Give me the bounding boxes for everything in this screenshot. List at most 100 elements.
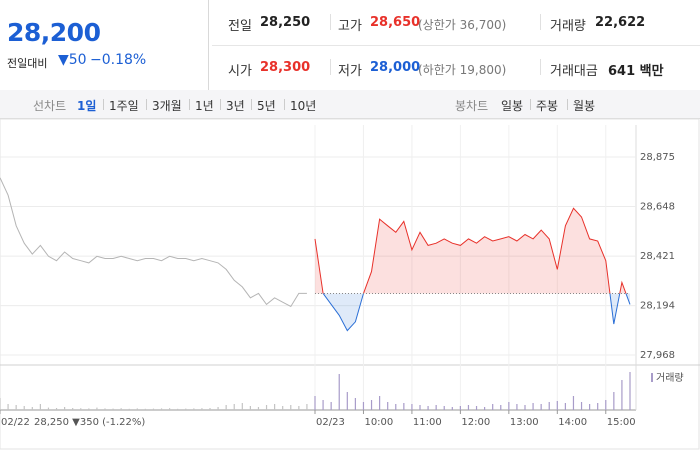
x-tick-label: 13:00 <box>510 417 539 428</box>
period-tab[interactable]: 1주일 <box>109 99 139 113</box>
volume-bar <box>23 406 25 410</box>
volume-bar <box>177 408 179 410</box>
stat-note: (하한가 19,800) <box>418 63 507 77</box>
volume-bar <box>80 408 82 410</box>
volume-bar <box>443 406 445 410</box>
volume-bar <box>540 404 542 410</box>
period-tab[interactable]: 5년 <box>257 99 276 113</box>
tab-group-label: 봉차트 <box>455 99 489 113</box>
volume-bar <box>233 404 235 410</box>
volume-bar <box>314 396 316 410</box>
x-tick-label: 11:00 <box>413 417 442 428</box>
volume-bar <box>241 403 243 410</box>
volume-bar <box>379 396 381 410</box>
candle-tab[interactable]: 주봉 <box>536 99 559 113</box>
x-tick-label: 15:00 <box>607 417 636 428</box>
x-tick-label: 14:00 <box>558 417 587 428</box>
volume-bar <box>605 400 607 410</box>
col-divider <box>330 14 331 30</box>
row-divider <box>212 45 700 46</box>
stat-value: 22,622 <box>595 15 646 30</box>
volume-bar <box>225 405 227 410</box>
change-pct: −0.18% <box>90 52 147 68</box>
tab-separator <box>567 99 568 110</box>
change-label: 전일대비 <box>7 57 48 70</box>
candle-tab[interactable]: 월봉 <box>573 99 596 113</box>
volume-bar <box>516 404 518 410</box>
volume-bar <box>419 405 421 410</box>
volume-bar <box>403 403 405 410</box>
volume-bar <box>7 404 9 410</box>
volume-bar <box>411 404 413 410</box>
volume-bar <box>395 404 397 410</box>
tab-separator <box>251 99 252 110</box>
tab-separator <box>146 99 147 110</box>
volume-bar <box>282 406 284 410</box>
volume-bar <box>120 408 122 410</box>
volume-bar <box>467 405 470 410</box>
volume-bar <box>475 406 478 410</box>
volume-bar <box>55 408 58 410</box>
quote-header: 28,200 전일대비 ▼50 −0.18% 전일 28,250 고가 28,650(… <box>0 0 700 91</box>
volume-bar <box>0 398 1 410</box>
x-tick-label: 02/23 <box>316 417 345 428</box>
volume-bar <box>362 402 365 410</box>
price-box: 28,200 전일대비 ▼50 −0.18% <box>0 0 209 90</box>
period-tab[interactable]: 10년 <box>290 99 317 113</box>
period-tab[interactable]: 1일 <box>77 99 97 113</box>
stat-label: 시가 <box>228 64 252 79</box>
volume-bar <box>15 405 17 410</box>
volume-bar <box>193 408 195 410</box>
volume-bar <box>524 405 526 410</box>
x-tick-label: 10:00 <box>364 417 393 428</box>
volume-bar <box>492 404 494 410</box>
volume-bar <box>112 408 114 410</box>
period-tab[interactable]: 3개월 <box>152 99 182 113</box>
stat-value: 28,250 <box>260 15 311 30</box>
tab-separator <box>103 99 104 110</box>
volume-bar <box>185 408 187 410</box>
y-tick-label: 27,968 <box>640 350 675 361</box>
volume-bar <box>508 402 510 410</box>
volume-bar <box>274 404 276 410</box>
candle-tab[interactable]: 일봉 <box>501 99 524 113</box>
y-tick-label: 28,875 <box>640 152 675 163</box>
price-line <box>0 177 307 308</box>
chart-tabs: 선차트 1일 1주일 3개월 1년 3년 5년 10년 봉차트 일봉 주봉 월봉 <box>0 90 700 119</box>
volume-bar <box>39 404 41 410</box>
volume-bar <box>564 403 566 410</box>
tab-separator <box>189 99 190 110</box>
volume-bar <box>88 408 90 410</box>
tab-separator <box>284 99 285 110</box>
volume-bar <box>160 408 163 410</box>
volume-bar <box>532 403 534 410</box>
period-tab[interactable]: 3년 <box>226 99 245 113</box>
stat-value: 28,000 <box>370 60 421 75</box>
volume-bar <box>322 400 324 410</box>
volume-bar <box>387 402 389 410</box>
volume-bar <box>47 407 50 410</box>
volume-bar <box>144 408 146 410</box>
change: ▼50 <box>58 52 87 68</box>
volume-legend: 거래량 <box>656 372 684 384</box>
y-tick-label: 28,648 <box>640 202 675 213</box>
volume-bar <box>209 408 211 410</box>
volume-bar <box>548 402 550 410</box>
price-area-down <box>315 293 630 331</box>
stat-value: 28,650 <box>370 15 421 30</box>
volume-bar <box>435 405 437 410</box>
volume-bar <box>136 408 138 410</box>
volume-legend-swatch <box>651 373 653 382</box>
volume-bar <box>484 407 486 410</box>
tab-group-label: 선차트 <box>33 99 67 113</box>
volume-bar <box>370 400 373 410</box>
volume-bar <box>556 401 558 410</box>
stat-label: 고가 <box>338 19 362 34</box>
volume-bar <box>96 407 98 410</box>
volume-bar <box>306 404 308 410</box>
volume-bar <box>354 398 356 410</box>
period-tab[interactable]: 1년 <box>195 99 214 113</box>
volume-bar <box>257 407 260 410</box>
